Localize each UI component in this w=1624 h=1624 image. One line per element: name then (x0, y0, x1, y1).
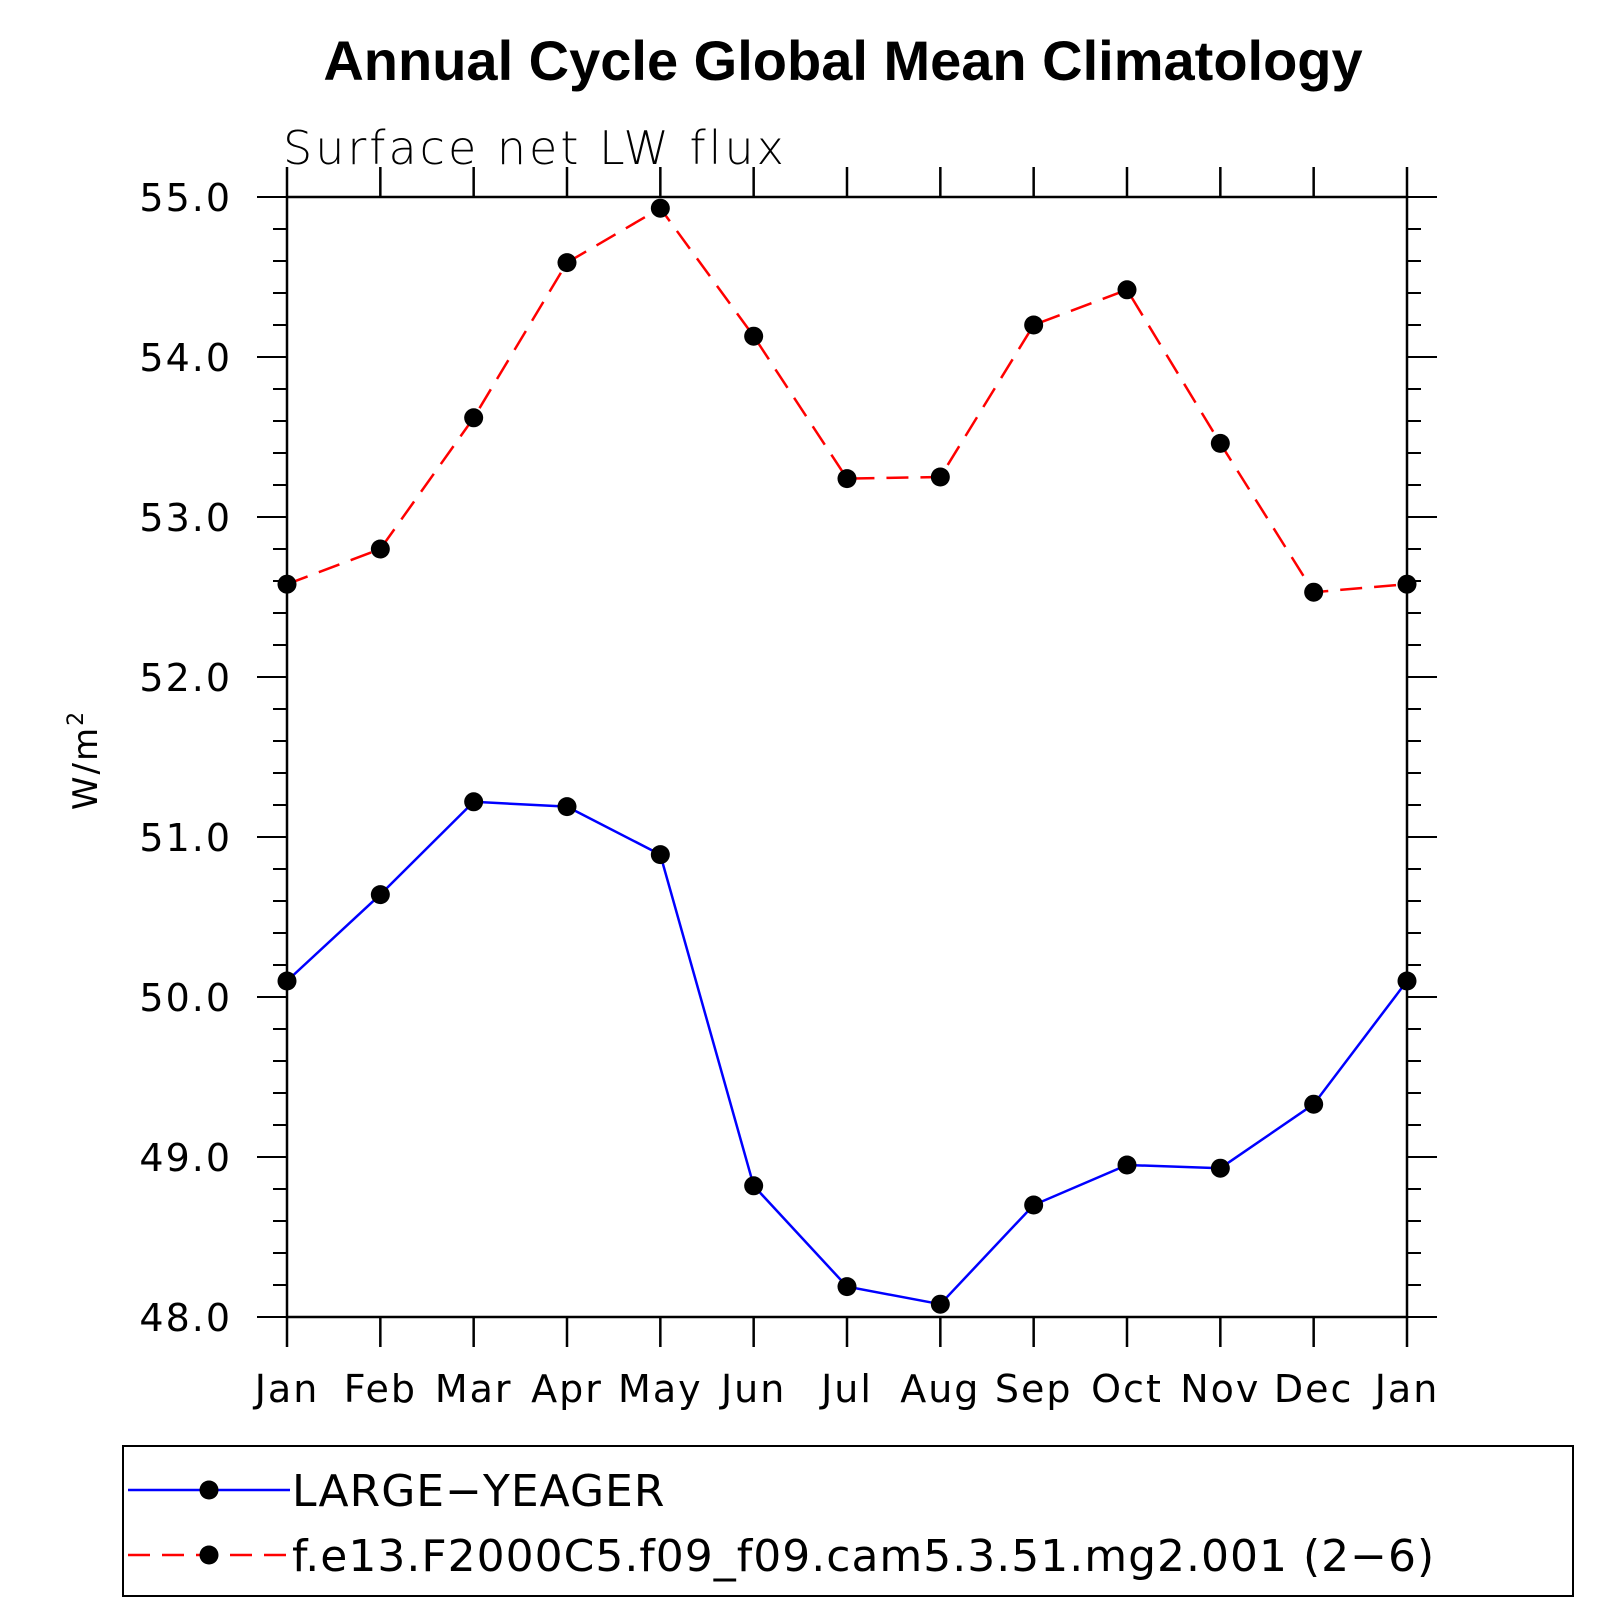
x-tick-label: Apr (531, 1367, 603, 1411)
series-1-point (557, 797, 577, 817)
series-1-point (277, 971, 297, 991)
series-2-point (1117, 280, 1137, 300)
series-2-point (650, 198, 670, 218)
x-tick-label: May (618, 1367, 703, 1411)
x-tick-label: Oct (1091, 1367, 1163, 1411)
y-tick-label: 53.0 (139, 496, 232, 540)
series-layer (277, 198, 1417, 1314)
x-tick-label: Nov (1180, 1367, 1260, 1411)
series-2-point (744, 326, 764, 346)
chart-subtitle: Surface net LW flux (283, 121, 787, 175)
series-2-point (1024, 315, 1044, 335)
y-tick-label: 49.0 (139, 1136, 232, 1180)
chart-title: Annual Cycle Global Mean Climatology (323, 29, 1362, 92)
y-tick-label: 52.0 (139, 656, 232, 700)
series-1-point (837, 1277, 857, 1297)
y-axis-label: W/m2 (64, 710, 106, 810)
x-tick-label: Jul (819, 1367, 873, 1411)
series-2-point (370, 539, 390, 559)
series-1-point (370, 885, 390, 905)
series-1-point (1304, 1094, 1324, 1114)
series-1-point (930, 1294, 950, 1314)
legend-marker-1 (199, 1480, 219, 1500)
series-1-point (1210, 1158, 1230, 1178)
y-tick-label: 55.0 (139, 176, 232, 220)
y-tick-label: 51.0 (139, 816, 232, 860)
series-line-1 (286, 800, 1408, 1306)
series-1-point (1397, 971, 1417, 991)
series-1-point (744, 1176, 764, 1196)
y-tick-label: 50.0 (139, 976, 232, 1020)
x-tick-label: Sep (995, 1367, 1073, 1411)
series-1-point (464, 792, 484, 812)
x-tick-label: Aug (900, 1367, 980, 1411)
series-2-point (930, 467, 950, 487)
series-2-point (837, 469, 857, 489)
x-tick-label: Jan (1373, 1367, 1440, 1411)
y-axis-label-base: W/m (66, 726, 106, 810)
x-tick-label: Jun (719, 1367, 786, 1411)
y-tick-label: 54.0 (139, 336, 232, 380)
x-tick-label: Dec (1274, 1367, 1354, 1411)
legend-label-1: LARGE−YEAGER (292, 1466, 665, 1517)
axes: 48.0 49.0 50.0 51.0 52.0 53.0 54.0 55.0 Jan Feb Ma… (139, 167, 1440, 1411)
series-1-point (1117, 1155, 1137, 1175)
series-2-point (1304, 582, 1324, 602)
series-2-point (1210, 433, 1230, 453)
series-2-point (277, 574, 297, 594)
legend-marker-2 (199, 1545, 219, 1565)
series-line-2 (286, 206, 1408, 594)
y-axis-label-superscript: 2 (64, 710, 89, 726)
series-2-point (557, 253, 577, 273)
y-tick-label: 48.0 (139, 1296, 232, 1340)
x-tick-label: Jan (253, 1367, 320, 1411)
x-tick-label: Feb (344, 1367, 417, 1411)
series-2-point (1397, 574, 1417, 594)
legend: LARGE−YEAGER f.e13.F2000C5.f09_f09.cam5.3… (122, 1445, 1574, 1597)
plot-frame (285, 195, 1409, 1319)
legend-items: LARGE−YEAGER f.e13.F2000C5.f09_f09.cam5.3… (128, 1466, 1435, 1582)
series-1-point (650, 845, 670, 865)
series-1-point (1024, 1195, 1044, 1215)
series-2-point (464, 408, 484, 428)
x-tick-label: Mar (435, 1367, 513, 1411)
legend-label-2: f.e13.F2000C5.f09_f09.cam5.3.51.mg2.001 … (292, 1531, 1435, 1582)
legend-box (122, 1445, 1574, 1597)
